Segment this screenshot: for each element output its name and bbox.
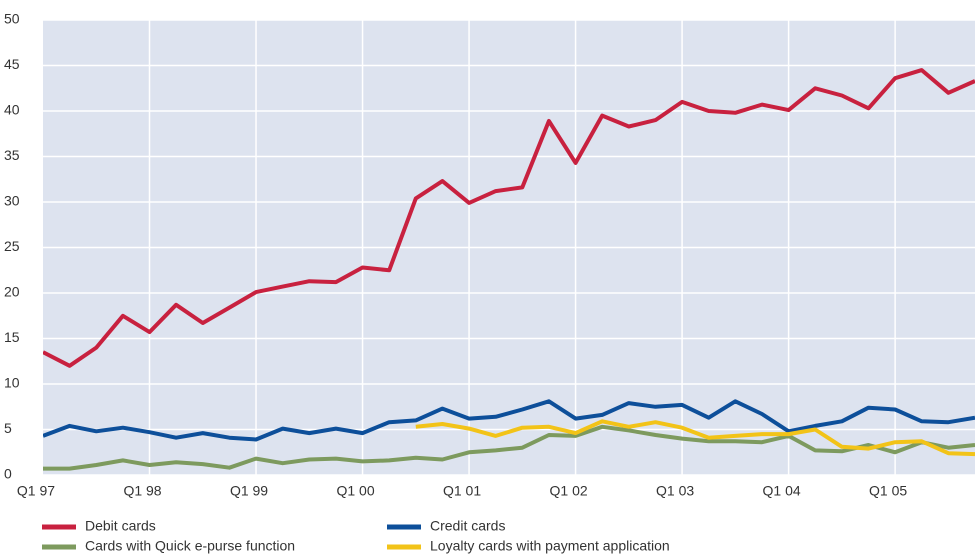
y-tick-label: 40 (4, 102, 20, 118)
x-tick-label: Q1 98 (123, 483, 161, 499)
x-tick-label: Q1 04 (763, 483, 801, 499)
x-tick-label: Q1 97 (17, 483, 55, 499)
series-line (43, 399, 975, 442)
x-tick-label: Q1 05 (869, 483, 907, 499)
y-tick-label: 35 (4, 147, 20, 163)
x-tick-label: Q1 02 (550, 483, 588, 499)
y-tick-label: 45 (4, 56, 20, 72)
series-line (415, 419, 975, 457)
x-tick-label: Q1 01 (443, 483, 481, 499)
y-tick-label: 25 (4, 238, 20, 254)
legend-label: Cards with Quick e-purse function (85, 538, 295, 554)
legend-label: Loyalty cards with payment application (430, 538, 670, 554)
series-line (43, 424, 975, 471)
y-tick-label: 5 (4, 420, 12, 436)
legend-label: Credit cards (430, 518, 505, 534)
series-line (43, 68, 975, 368)
y-tick-label: 10 (4, 375, 20, 391)
x-tick-label: Q1 03 (656, 483, 694, 499)
y-tick-label: 0 (4, 466, 12, 482)
x-tick-label: Q1 99 (230, 483, 268, 499)
y-tick-label: 15 (4, 329, 20, 345)
y-tick-label: 50 (4, 11, 20, 27)
y-tick-label: 20 (4, 284, 20, 300)
y-tick-label: 30 (4, 193, 20, 209)
legend-label: Debit cards (85, 518, 156, 534)
x-tick-label: Q1 00 (336, 483, 374, 499)
